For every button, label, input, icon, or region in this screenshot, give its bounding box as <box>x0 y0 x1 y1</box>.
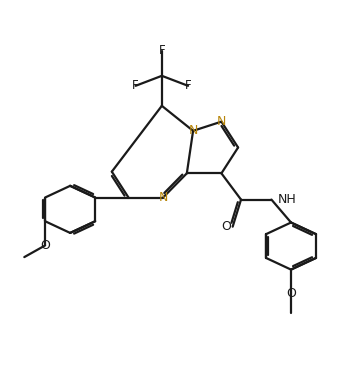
Text: F: F <box>132 79 139 92</box>
Text: O: O <box>40 239 50 252</box>
Text: N: N <box>188 124 198 137</box>
Text: F: F <box>159 44 165 57</box>
Text: NH: NH <box>277 193 296 206</box>
Text: N: N <box>217 115 226 128</box>
Text: F: F <box>185 79 191 92</box>
Text: O: O <box>221 220 231 233</box>
Text: O: O <box>286 287 296 300</box>
Text: N: N <box>159 191 168 204</box>
